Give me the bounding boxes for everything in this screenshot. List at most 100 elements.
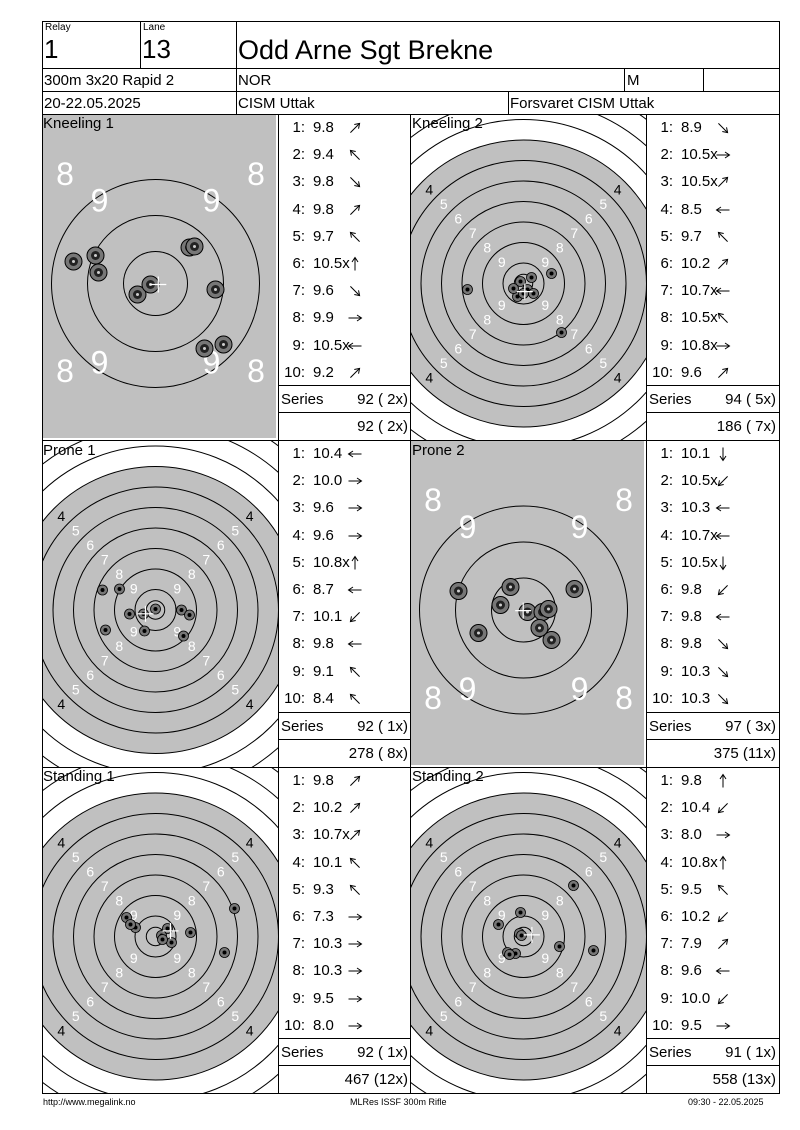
series-label: Series [281,718,324,735]
shot-score: 8.5 [681,200,702,218]
shot-number: 9: [660,989,673,1007]
series-label: Series [649,718,692,735]
ring-number: 7 [570,326,578,342]
series-label: Series [281,1044,324,1061]
ring-number: 8 [188,566,196,582]
ring-number: 9 [541,254,549,270]
shot-direction-arrow-icon [715,532,730,540]
ring-number: 4 [57,696,65,712]
ring-number: 4 [614,181,622,197]
footer-software: MLRes ISSF 300m Rifle [350,1097,447,1107]
ring-number: 7 [202,653,210,669]
ring-number: 4 [425,1023,433,1039]
shot-score: 10.5x [313,336,350,354]
shot-row: 4: 9.8 [279,196,361,223]
shot-number: 6: [292,255,305,272]
shot-number: 1: [660,772,673,789]
target-title: Prone 2 [412,442,465,459]
shot-direction-arrow-icon [719,855,727,870]
shot-row: 3: 10.7x [279,821,361,848]
target-title: Standing 2 [412,768,484,785]
ring-number: 4 [57,1023,65,1039]
shot-direction-arrow-icon [350,775,361,786]
target-standing-1: 4 44 45 55 56 66 67 77 78 88 89 99 9 [43,768,278,1093]
ring-number: 8 [556,239,564,255]
shot-row: 1: 10.4 [279,440,362,467]
shot-number: 8: [292,962,305,980]
shot-score: 9.6 [313,526,334,544]
shot-hit-center [153,607,158,611]
shot-hit-center [538,626,541,630]
shot-direction-arrow-icon [716,151,731,159]
shot-score: 8.7 [313,581,334,598]
shot-row: 4: 10.7x [647,522,730,549]
ring-number: 6 [217,537,225,553]
shot-score: 10.2 [681,908,711,925]
cumulative-total: 375 (11x) [713,745,776,762]
ring-number: 5 [440,355,448,371]
ring-number: 9 [459,671,477,707]
shot-direction-arrow-icon [350,177,361,188]
ring-number: 7 [101,653,109,669]
target-ring [482,895,565,978]
series-total: 94 ( 5x) [725,391,776,408]
shot-row: 7: 7.9 [647,930,729,957]
ring-number: 5 [599,1008,607,1024]
shot-score: 10.7x [313,826,350,844]
ring-number: 9 [130,907,138,923]
shot-number: 3: [660,826,673,844]
shot-score: 9.8 [313,200,334,218]
ring-number: 8 [115,965,123,981]
ring-number: 9 [130,624,138,640]
shot-score: 10.8x [681,336,718,354]
shot-score: 10.1 [681,445,711,462]
shot-score: 10.3 [681,499,711,517]
shot-score: 10.8x [681,853,718,871]
footer-url[interactable]: http://www.megalink.no [43,1097,136,1107]
gender: M [627,72,640,89]
ring-number: 7 [202,878,210,894]
shot-hit-center [165,926,170,931]
ring-number: 4 [246,834,254,850]
ring-number: 8 [56,156,74,192]
shot-direction-arrow-icon [347,342,362,350]
ring-number: 6 [86,537,94,553]
shot-hit-center [573,587,576,591]
series-total: 91 ( 1x) [725,1044,776,1061]
shot-number: 9: [292,989,305,1007]
shot-hit-center [222,343,225,346]
shot-hit-center [214,288,217,291]
shot-number: 10: [284,363,305,381]
shot-direction-arrow-icon [715,613,730,621]
shot-number: 7: [660,608,673,626]
shot-number: 2: [292,472,305,490]
ring-number: 8 [615,482,633,518]
ring-number: 6 [86,863,94,879]
shot-number: 7: [292,282,305,300]
shot-hit-center [203,347,206,350]
shot-hit-center [496,922,501,927]
shot-hit-center [531,291,536,296]
shot-row: 1: 8.9 [647,114,729,141]
target-title: Prone 1 [43,442,96,459]
shot-row: 7: 10.3 [279,930,363,957]
shot-hit-center [518,279,523,284]
ring-number: 6 [217,667,225,683]
shot-number: 8: [292,309,305,327]
shot-number: 7: [660,935,673,953]
shot-row: 7: 9.8 [647,603,730,630]
ring-number: 5 [72,1008,80,1024]
shot-direction-arrow-icon [350,204,361,215]
target-ring [411,792,646,1081]
shot-score: 10.2 [313,799,343,817]
shot-score: 10.3 [313,935,343,953]
shot-hit-center [507,952,512,957]
shot-row: 8: 9.9 [279,304,363,331]
shot-direction-arrow-icon [348,314,363,322]
ring-number: 5 [231,682,239,698]
shot-number: 7: [292,935,305,953]
shot-hit-center [72,260,75,263]
shot-direction-arrow-icon [347,450,362,458]
footer-timestamp: 09:30 - 22.05.2025 [688,1097,764,1107]
shot-hit-center [511,286,516,291]
